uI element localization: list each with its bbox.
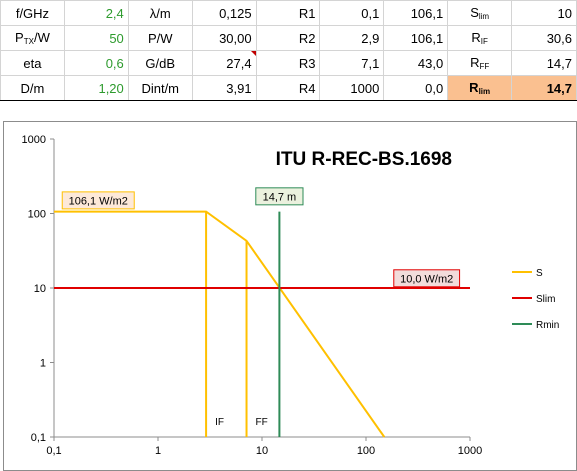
param-value-cell[interactable]: 106,1	[383, 0, 449, 26]
x-tick-label: 100	[357, 445, 375, 457]
param-value-cell[interactable]: 14,7	[511, 50, 577, 76]
param-value-cell[interactable]: 27,4	[191, 50, 257, 76]
x-tick-label: 10	[256, 445, 268, 457]
param-label: R	[469, 80, 479, 95]
param-label-cell[interactable]: R2	[255, 25, 321, 51]
param-label: R	[470, 55, 480, 70]
param-label: P/W	[147, 30, 173, 46]
annotation-box	[255, 187, 304, 206]
series-line-s	[54, 210, 386, 438]
param-value-cell[interactable]: 2,4	[63, 0, 129, 26]
param-label-subscript: FF	[479, 62, 490, 71]
param-label: R3	[298, 55, 316, 71]
param-label-cell[interactable]: Rlim	[447, 75, 513, 101]
param-label-cell[interactable]: eta	[0, 50, 65, 76]
param-label-cell[interactable]: RFF	[447, 50, 513, 76]
param-value-cell[interactable]: 43,0	[383, 50, 449, 76]
param-value-cell[interactable]: 30,6	[511, 25, 577, 51]
x-tick-label: 1	[155, 445, 161, 457]
param-value-cell[interactable]: 0,1	[319, 0, 385, 26]
param-label-cell[interactable]: R3	[255, 50, 321, 76]
annotation-box	[393, 269, 461, 288]
param-value-cell[interactable]: 0,0	[383, 75, 449, 101]
param-value-cell[interactable]: 7,1	[319, 50, 385, 76]
param-label: S	[470, 5, 479, 20]
chart-title: ITU R-REC-BS.1698	[276, 149, 452, 170]
param-label: R1	[298, 5, 316, 21]
param-value-cell[interactable]: 10	[511, 0, 577, 26]
y-tick-label: 1	[40, 358, 46, 370]
param-value-cell[interactable]: 14,7	[511, 75, 577, 101]
param-label-subscript: lim	[478, 87, 491, 96]
legend-label: Slim	[536, 294, 555, 305]
param-value-cell[interactable]: 1000	[319, 75, 385, 101]
param-value-cell[interactable]: 30,00	[191, 25, 257, 51]
param-label-cell[interactable]: Dint/m	[127, 75, 193, 101]
param-label: R2	[298, 30, 316, 46]
x-tick-label: 1000	[458, 445, 482, 457]
param-label-cell[interactable]: P/W	[127, 25, 193, 51]
y-tick-label: 100	[28, 209, 46, 221]
annotation-label: 106,1 W/m2	[69, 195, 128, 207]
param-label: G/dB	[145, 55, 176, 71]
param-value-cell[interactable]: 1,20	[63, 75, 129, 101]
param-label: Dint/m	[141, 80, 180, 96]
annotation-label: 10,0 W/m2	[400, 273, 453, 285]
drop-line-label: IF	[215, 417, 224, 428]
legend-label: Rmin	[536, 320, 559, 331]
param-label-cell[interactable]: PTX/W	[0, 25, 65, 51]
param-label: R4	[298, 80, 316, 96]
param-label-subscript: lim	[478, 12, 490, 21]
param-value-cell[interactable]: 50	[63, 25, 129, 51]
parameter-table: f/GHz 2,4 λ/m 0,125 R1 0,1 106,1 Slim 10 PTX/W 50 P…	[0, 0, 577, 101]
param-label-cell[interactable]: R1	[255, 0, 321, 26]
param-label-cell[interactable]: λ/m	[127, 0, 193, 26]
param-label-cell[interactable]: Slim	[447, 0, 513, 26]
param-label-subscript: IF	[480, 37, 488, 46]
param-label: R	[471, 30, 481, 45]
param-value-cell[interactable]: 106,1	[383, 25, 449, 51]
drop-line-label: FF	[256, 417, 268, 428]
param-value-cell[interactable]: 0,6	[63, 50, 129, 76]
param-value-cell[interactable]: 3,91	[191, 75, 257, 101]
y-tick-label: 0,1	[31, 432, 46, 444]
param-label: λ/m	[149, 5, 171, 21]
y-tick-label: 1000	[22, 134, 46, 146]
param-label-cell[interactable]: R4	[255, 75, 321, 101]
param-label: P	[15, 30, 24, 45]
param-label-subscript: TX	[23, 37, 34, 46]
log-log-chart: 0,1 1 10 100 1000 0,1 1 10 100 1000 ITU R-REC-BS.1…	[22, 134, 560, 457]
param-label: eta	[23, 55, 42, 71]
param-label-cell[interactable]: G/dB	[127, 50, 193, 76]
annotation-label: 14,7 m	[263, 191, 297, 203]
y-tick-label: 10	[34, 283, 46, 295]
annotation-box	[61, 191, 135, 210]
param-value-cell[interactable]: 2,9	[319, 25, 385, 51]
param-label: f/GHz	[15, 5, 50, 21]
param-label-cell[interactable]: D/m	[0, 75, 65, 101]
chart-area[interactable]: 0,1 1 10 100 1000 0,1 1 10 100 1000 ITU R-REC-BS.1…	[3, 121, 577, 471]
param-label-cell[interactable]: RIF	[447, 25, 513, 51]
param-label: D/m	[20, 80, 45, 96]
param-value-cell[interactable]: 0,125	[191, 0, 257, 26]
param-label-cell[interactable]: f/GHz	[0, 0, 65, 26]
x-tick-label: 0,1	[46, 445, 61, 457]
legend-label: S	[536, 268, 543, 279]
param-label-suffix: /W	[33, 30, 50, 45]
